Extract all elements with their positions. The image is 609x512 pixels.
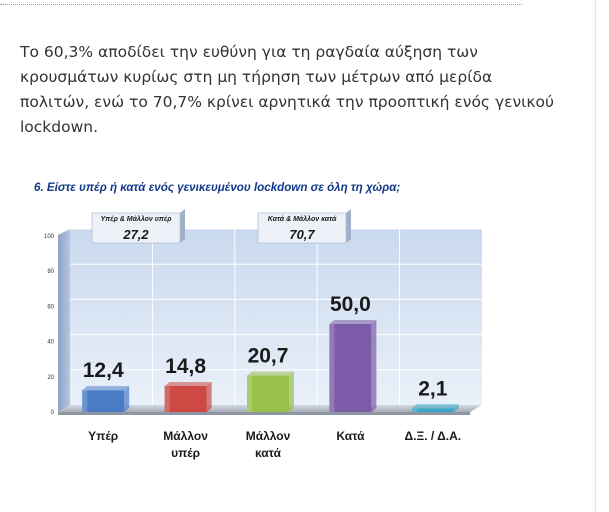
bar-top — [411, 404, 459, 409]
y-axis-ticks: 0 20 40 60 80 100 — [44, 234, 55, 416]
callout-face — [91, 212, 181, 244]
bar-highlight — [82, 390, 88, 412]
bar-side — [371, 320, 377, 412]
bar — [411, 404, 459, 412]
callout-box: Κατά & Μάλλον κατά 70,7 — [257, 209, 351, 244]
y-tick-label: 0 — [51, 410, 55, 416]
bar — [247, 371, 294, 412]
bar — [82, 386, 130, 412]
category-label: υπέρ — [171, 446, 200, 460]
bar-value-label: 2,1 — [418, 377, 448, 400]
bar-value-label: 12,4 — [83, 359, 124, 382]
bar — [164, 381, 212, 412]
bar-side — [206, 381, 212, 412]
y-tick-label: 20 — [47, 375, 54, 381]
x-axis-labels: Υπέρ Μάλλον υπέρ Μάλλον κατά Κατά Δ.Ξ. / Δ.Α. — [88, 429, 461, 460]
category-label: Υπέρ — [88, 429, 118, 443]
y-tick-label: 100 — [44, 234, 55, 240]
article-paragraph: Το 60,3% αποδίδει την ευθύνη για τη ραγδ… — [20, 43, 554, 136]
bar-highlight — [164, 385, 170, 412]
bar-top — [247, 371, 294, 376]
category-label: κατά — [255, 446, 282, 460]
y-tick-label: 40 — [47, 340, 54, 346]
callout-label: Υπέρ & Μάλλον υπέρ — [101, 215, 173, 223]
callouts: Υπέρ & Μάλλον υπέρ 27,2 Κατά & Μάλλον κατά… — [91, 209, 351, 244]
bar-side — [289, 371, 294, 412]
bar-front — [82, 390, 125, 412]
bar-top — [164, 381, 212, 386]
category-label: Δ.Ξ. / Δ.Α. — [405, 429, 462, 443]
bar-front — [247, 375, 289, 412]
bar-value-label: 14,8 — [165, 355, 206, 378]
bar-highlight — [411, 408, 417, 412]
callout-label: Κατά & Μάλλον κατά — [268, 215, 337, 223]
content-border — [595, 0, 596, 512]
category-label: Μάλλον — [163, 429, 208, 443]
callout-box: Υπέρ & Μάλλον υπέρ 27,2 — [91, 209, 185, 244]
callout-face — [257, 212, 347, 244]
dotted-separator — [0, 4, 522, 5]
y-tick-label: 60 — [47, 304, 54, 310]
bar-top — [82, 386, 130, 391]
category-label: Κατά — [336, 429, 365, 443]
bar — [329, 320, 377, 412]
callout-side — [346, 209, 351, 243]
bar-value-label: 20,7 — [248, 345, 289, 368]
callout-value: 27,2 — [122, 227, 149, 242]
y-tick-label: 80 — [47, 269, 54, 275]
bar-highlight — [247, 375, 252, 412]
category-label: Μάλλον — [246, 429, 291, 443]
bar-top — [329, 320, 377, 324]
bar-front — [164, 385, 207, 412]
chart-title: 6. Είστε υπέρ ή κατά ενός γενικευμένου l… — [34, 181, 401, 194]
callout-side — [180, 209, 185, 243]
callout-value: 70,7 — [289, 227, 315, 242]
bar-side — [453, 404, 459, 412]
bar-value-label: 50,0 — [330, 293, 371, 316]
bar-front — [411, 408, 454, 412]
bars: 12,4 14,8 20,7 50,0 2,1 — [82, 293, 459, 412]
bar-front — [329, 324, 372, 412]
bar-highlight — [329, 324, 335, 412]
bar-side — [124, 386, 130, 412]
